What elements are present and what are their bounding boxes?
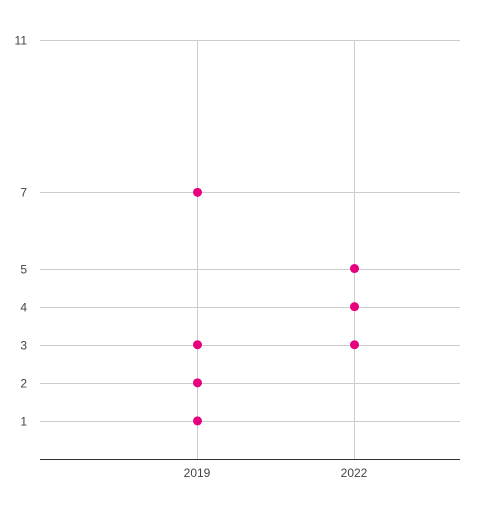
- data-point[interactable]: [350, 264, 359, 274]
- y-tick-label: 1: [20, 415, 27, 429]
- grid-layer: [40, 40, 460, 459]
- data-point[interactable]: [350, 340, 359, 350]
- x-tick-label: 2019: [184, 466, 211, 480]
- y-tick-label: 3: [20, 339, 27, 353]
- tick-label-layer: 1 2 3 4 5 7 11 2019 2022: [15, 34, 368, 481]
- data-point[interactable]: [193, 187, 202, 197]
- data-point[interactable]: [193, 340, 202, 350]
- y-tick-label: 5: [20, 263, 27, 277]
- y-tick-label: 7: [20, 186, 27, 200]
- x-tick-label: 2022: [341, 466, 368, 480]
- y-tick-label: 11: [15, 34, 28, 48]
- data-point[interactable]: [350, 302, 359, 312]
- data-point[interactable]: [193, 378, 202, 388]
- data-point-layer: [193, 187, 359, 426]
- data-point[interactable]: [193, 416, 202, 426]
- y-tick-label: 4: [20, 301, 27, 315]
- y-tick-label: 2: [20, 377, 27, 391]
